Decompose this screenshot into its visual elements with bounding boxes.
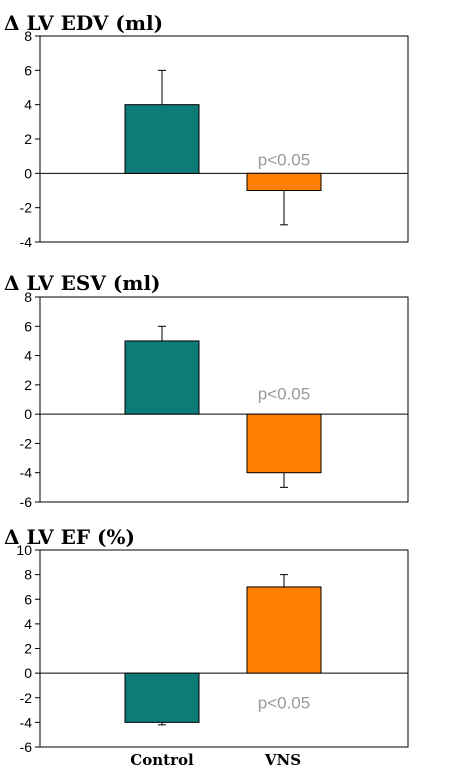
y-tick-label: -4 (20, 465, 33, 481)
chart-panel-2: Δ LV ESV (ml) -6 -4 -2 0 2 4 6 8 p<0.05 (4, 271, 409, 510)
y-tick-label: 2 (24, 641, 32, 657)
x-category-label-vns: VNS (264, 751, 301, 769)
y-tick-label: 4 (24, 348, 32, 364)
bar-control (124, 672, 200, 723)
y-tick-label: 2 (24, 377, 32, 393)
y-tick-label: 6 (24, 62, 32, 78)
p-value-annotation: p<0.05 (258, 385, 310, 404)
chart-title: Δ LV EF (%) (4, 525, 135, 549)
p-value-annotation: p<0.05 (258, 151, 310, 170)
p-value-annotation: p<0.05 (258, 694, 310, 713)
y-tick-label: -2 (20, 690, 33, 706)
bar-control (124, 104, 200, 174)
y-tick-label: -4 (20, 234, 33, 250)
x-category-label-control: Control (130, 751, 194, 769)
y-tick-label: 2 (24, 131, 32, 147)
y-tick-label: 8 (24, 289, 32, 305)
chart-panel-1: Δ LV EDV (ml) -4 -2 0 2 4 6 8 p<0.05 (4, 11, 409, 250)
bar-vns (246, 586, 322, 674)
chart-title: Δ LV ESV (ml) (4, 271, 161, 295)
y-tick-label: 8 (24, 567, 32, 583)
y-tick-label: -6 (20, 494, 33, 510)
y-tick-label: 6 (24, 318, 32, 334)
y-tick-label: 0 (24, 406, 32, 422)
chart-panel-3: Δ LV EF (%) -6 -4 -2 0 2 4 6 8 10 p<0.05 (4, 525, 409, 755)
y-tick-label: 10 (16, 542, 32, 558)
y-tick-label: -4 (20, 714, 33, 730)
y-tick-label: -2 (20, 435, 33, 451)
y-tick-label: 0 (24, 665, 32, 681)
y-tick-label: 0 (24, 165, 32, 181)
chart-title: Δ LV EDV (ml) (4, 11, 163, 35)
bar-vns (246, 413, 322, 474)
plot-frame (39, 35, 409, 243)
y-tick-label: 8 (24, 28, 32, 44)
y-tick-label: -2 (20, 200, 33, 216)
bar-control (124, 340, 200, 415)
bar-vns (246, 172, 322, 191)
y-tick-label: 6 (24, 591, 32, 607)
y-tick-label: 4 (24, 97, 32, 113)
y-tick-label: 4 (24, 616, 32, 632)
plot-frame (39, 296, 409, 503)
plot-frame (39, 549, 409, 748)
y-tick-label: -6 (20, 739, 33, 755)
